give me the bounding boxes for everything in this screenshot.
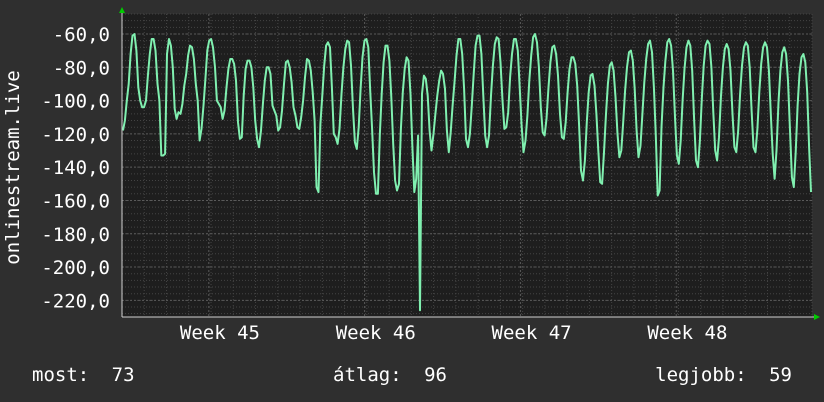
y-axis-ticks: -60,0 -80,0 -100,0 -120,0 -140,0 -160,0 -180,0… (41, 24, 110, 312)
legend-max-label: legjobb: (655, 364, 747, 386)
grid-major (122, 14, 812, 317)
axes (119, 7, 820, 320)
legend-current-value: 73 (112, 364, 135, 386)
y-tick-label: -220,0 (41, 290, 110, 312)
legend-average-value: 96 (424, 364, 447, 386)
y-tick-label: -120,0 (41, 124, 110, 146)
legend-average-label: átlag: (333, 364, 402, 386)
y-tick-label: -180,0 (41, 224, 110, 246)
y-axis-label: onlinestream.live (2, 70, 24, 264)
y-axis-arrow (119, 7, 125, 13)
y-tick-label: -160,0 (41, 190, 110, 212)
y-tick-label: -200,0 (41, 257, 110, 279)
y-tick-label: -60,0 (53, 24, 110, 46)
x-tick-label: Week 48 (647, 322, 727, 344)
legend-current: most: 73 (32, 364, 135, 386)
x-tick-label: Week 46 (336, 322, 416, 344)
y-tick-label: -80,0 (53, 57, 110, 79)
x-axis-ticks: Week 45 Week 46 Week 47 Week 48 (180, 322, 727, 344)
x-axis-arrow (814, 314, 820, 320)
legend-current-label: most: (32, 364, 89, 386)
y-tick-label: -140,0 (41, 157, 110, 179)
x-tick-label: Week 47 (492, 322, 572, 344)
y-tick-label: -100,0 (41, 91, 110, 113)
legend-max-value: 59 (769, 364, 792, 386)
series-line (122, 33, 812, 312)
plot-background (122, 14, 812, 317)
legend-max: legjobb: 59 (655, 364, 792, 386)
legend-average: átlag: 96 (333, 364, 447, 386)
x-tick-label: Week 45 (180, 322, 260, 344)
